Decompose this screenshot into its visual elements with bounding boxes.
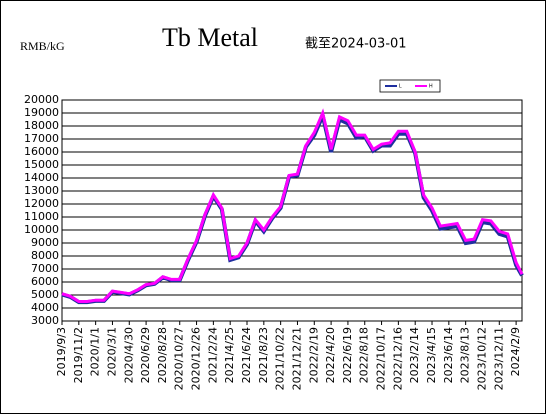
- x-tick-label: 2023/4/15: [425, 327, 438, 383]
- x-tick-label: 2022/6/19: [341, 327, 354, 383]
- y-tick-label: 15000: [24, 158, 59, 171]
- plot-frame: [61, 99, 523, 322]
- x-tick-label: 2023/10/12: [475, 327, 488, 390]
- y-tick-label: 14000: [24, 171, 59, 184]
- x-tick-label: 2021/12/21: [290, 327, 303, 390]
- x-tick-label: 2023/2/14: [408, 327, 421, 383]
- x-tick-label: 2021/6/24: [240, 327, 253, 383]
- line-series: [61, 108, 524, 303]
- y-tick-label: 19000: [24, 106, 59, 119]
- x-tick-label: 2023/12/11: [492, 327, 505, 390]
- y-tick-label: 3000: [31, 314, 59, 327]
- legend-label: H: [429, 83, 433, 89]
- y-tick-label: 7000: [31, 262, 59, 275]
- x-tick-label: 2023/6/14: [442, 327, 455, 383]
- y-tick-label: 11000: [24, 210, 59, 223]
- x-tick-label: 2019/9/3: [55, 327, 68, 376]
- x-tick-label: 2022/4/20: [324, 327, 337, 383]
- y-tick-label: 12000: [24, 197, 59, 210]
- legend-label: L: [399, 83, 402, 89]
- y-tick-label: 17000: [24, 132, 59, 145]
- legend: [379, 79, 441, 93]
- x-tick-label: 2020/8/28: [156, 327, 169, 383]
- x-tick-label: 2019/11/2: [72, 327, 85, 383]
- y-tick-label: 16000: [24, 145, 59, 158]
- x-tick-label: 2024/2/9: [509, 327, 522, 376]
- x-tick-label: 2020/4/30: [122, 327, 135, 383]
- y-tick-label: 6000: [31, 275, 59, 288]
- y-tick-label: 18000: [24, 119, 59, 132]
- y-axis-label: RMB/kG: [20, 39, 65, 53]
- x-tick-label: 2020/10/27: [173, 327, 186, 390]
- y-tick-label: 5000: [31, 288, 59, 301]
- x-tick-label: 2023/8/13: [459, 327, 472, 383]
- x-tick-label: 2020/3/1: [105, 327, 118, 376]
- x-tick-label: 2021/8/23: [257, 327, 270, 383]
- y-tick-label: 8000: [31, 249, 59, 262]
- x-tick-label: 2022/2/19: [307, 327, 320, 383]
- y-tick-label: 20000: [24, 93, 59, 106]
- x-tick-label: 2020/1/1: [89, 327, 102, 376]
- x-tick-label: 2022/8/18: [358, 327, 371, 383]
- chart-title: Tb Metal: [162, 23, 258, 52]
- x-tick-label: 2022/12/16: [391, 327, 404, 390]
- x-tick-label: 2022/10/17: [375, 327, 388, 390]
- y-tick-label: 13000: [24, 184, 59, 197]
- y-tick-label: 9000: [31, 236, 59, 249]
- x-tick-label: 2021/10/22: [274, 327, 287, 390]
- x-tick-label: 2021/4/25: [223, 327, 236, 383]
- y-tick-label: 10000: [24, 223, 59, 236]
- x-tick-label: 2020/6/29: [139, 327, 152, 383]
- y-tick-label: 4000: [31, 301, 59, 314]
- x-tick-label: 2020/12/26: [190, 327, 203, 390]
- chart-subtitle: 截至2024-03-01: [305, 37, 407, 52]
- x-tick-label: 2021/2/24: [206, 327, 219, 383]
